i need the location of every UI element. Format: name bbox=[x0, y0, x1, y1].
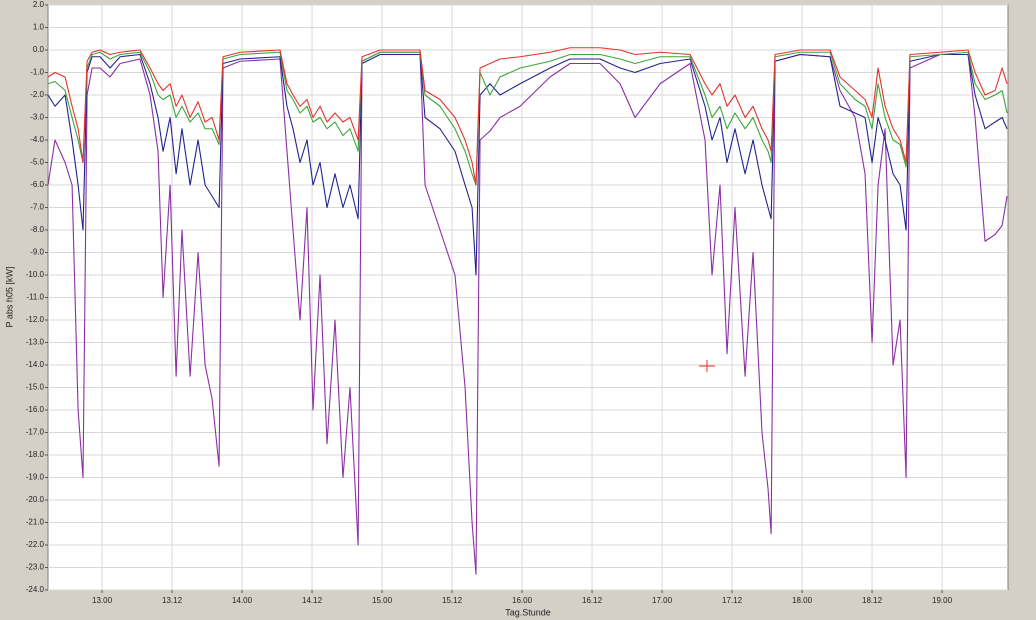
y-tick-label: -18.0 bbox=[26, 450, 45, 459]
y-tick-label: -7.0 bbox=[30, 203, 44, 212]
series-line bbox=[47, 51, 1008, 575]
y-tick-label: -2.0 bbox=[30, 90, 44, 99]
x-tick-label: 19.00 bbox=[932, 596, 953, 605]
y-tick-label: -11.0 bbox=[26, 293, 44, 302]
x-tick-label: 15.12 bbox=[442, 596, 463, 605]
x-axis-label: Tag.Stunde bbox=[505, 607, 551, 617]
y-tick-label: -16.0 bbox=[26, 405, 45, 414]
x-tick-label: 14.12 bbox=[302, 596, 323, 605]
series-line bbox=[47, 53, 1008, 276]
x-tick-label: 17.00 bbox=[652, 596, 673, 605]
y-tick-label: -3.0 bbox=[30, 113, 44, 122]
y-tick-label: -17.0 bbox=[26, 428, 45, 437]
y-tick-label: -10.0 bbox=[26, 270, 45, 279]
y-tick-label: -13.0 bbox=[26, 338, 45, 347]
y-tick-label: -24.0 bbox=[26, 585, 45, 594]
x-tick-label: 16.12 bbox=[582, 596, 603, 605]
x-tick-label: 16.00 bbox=[512, 596, 533, 605]
x-tick-label: 18.00 bbox=[792, 596, 813, 605]
y-tick-label: -6.0 bbox=[30, 180, 44, 189]
y-tick-label: -15.0 bbox=[26, 383, 45, 392]
y-tick-label: -4.0 bbox=[30, 135, 44, 144]
y-tick-label: -12.0 bbox=[26, 315, 45, 324]
x-tick-label: 13.12 bbox=[162, 596, 183, 605]
y-tick-label: -21.0 bbox=[26, 518, 45, 527]
y-tick-label: -23.0 bbox=[26, 563, 45, 572]
y-tick-label: 2.0 bbox=[33, 0, 45, 9]
x-tick-label: 18.12 bbox=[862, 596, 883, 605]
x-tick-label: 14.00 bbox=[232, 596, 253, 605]
x-tick-label: 13.00 bbox=[92, 596, 113, 605]
series-line bbox=[47, 47, 1008, 186]
y-tick-label: -1.0 bbox=[30, 68, 44, 77]
y-tick-label: -8.0 bbox=[30, 225, 44, 234]
x-tick-label: 15.00 bbox=[372, 596, 393, 605]
y-tick-label: -14.0 bbox=[26, 360, 45, 369]
y-tick-label: -5.0 bbox=[30, 158, 44, 167]
y-tick-label: -20.0 bbox=[26, 495, 45, 504]
y-tick-label: 1.0 bbox=[33, 23, 45, 32]
y-tick-label: -22.0 bbox=[26, 540, 45, 549]
y-tick-label: -19.0 bbox=[26, 473, 45, 482]
series-line bbox=[47, 51, 1008, 186]
x-tick-label: 17.12 bbox=[722, 596, 743, 605]
y-tick-label: -9.0 bbox=[30, 248, 44, 257]
y-tick-label: 0.0 bbox=[33, 45, 45, 54]
y-axis-label: P abs h05 [kW] bbox=[4, 267, 14, 328]
